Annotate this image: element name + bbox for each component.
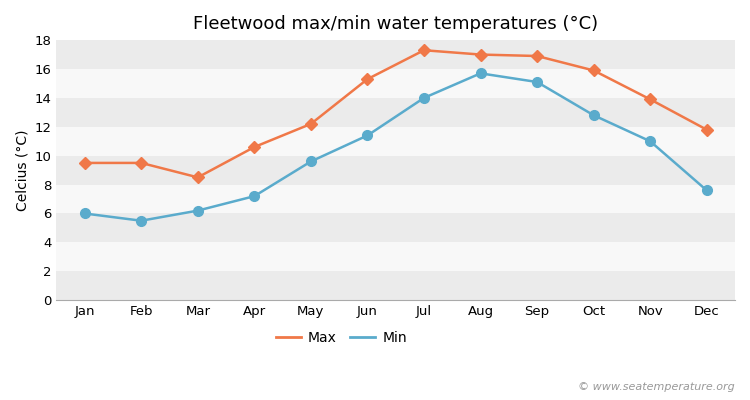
Max — [136, 160, 146, 165]
Bar — [56, 98, 735, 127]
Min — [307, 159, 316, 164]
Max — [476, 52, 485, 57]
Legend: Max, Min: Max, Min — [270, 325, 413, 350]
Line: Max: Max — [80, 46, 711, 182]
Max — [419, 48, 428, 53]
Bar — [56, 40, 735, 69]
Max — [532, 54, 542, 58]
Max — [194, 175, 202, 180]
Min — [250, 194, 259, 198]
Min — [590, 113, 598, 118]
Title: Fleetwood max/min water temperatures (°C): Fleetwood max/min water temperatures (°C… — [194, 15, 598, 33]
Y-axis label: Celcius (°C): Celcius (°C) — [15, 129, 29, 211]
Max — [646, 97, 655, 102]
Min — [476, 71, 485, 76]
Bar — [56, 127, 735, 156]
Line: Min: Min — [80, 68, 712, 226]
Min — [702, 188, 711, 193]
Max — [590, 68, 598, 73]
Min — [532, 80, 542, 84]
Max — [250, 145, 259, 150]
Min — [363, 133, 372, 138]
Bar — [56, 242, 735, 271]
Min — [136, 218, 146, 223]
Bar — [56, 214, 735, 242]
Min — [194, 208, 202, 213]
Bar — [56, 156, 735, 184]
Max — [80, 160, 89, 165]
Bar — [56, 184, 735, 214]
Max — [702, 127, 711, 132]
Max — [307, 122, 316, 126]
Min — [646, 139, 655, 144]
Bar — [56, 271, 735, 300]
Min — [419, 96, 428, 100]
Max — [363, 77, 372, 82]
Min — [80, 211, 89, 216]
Bar — [56, 69, 735, 98]
Text: © www.seatemperature.org: © www.seatemperature.org — [578, 382, 735, 392]
